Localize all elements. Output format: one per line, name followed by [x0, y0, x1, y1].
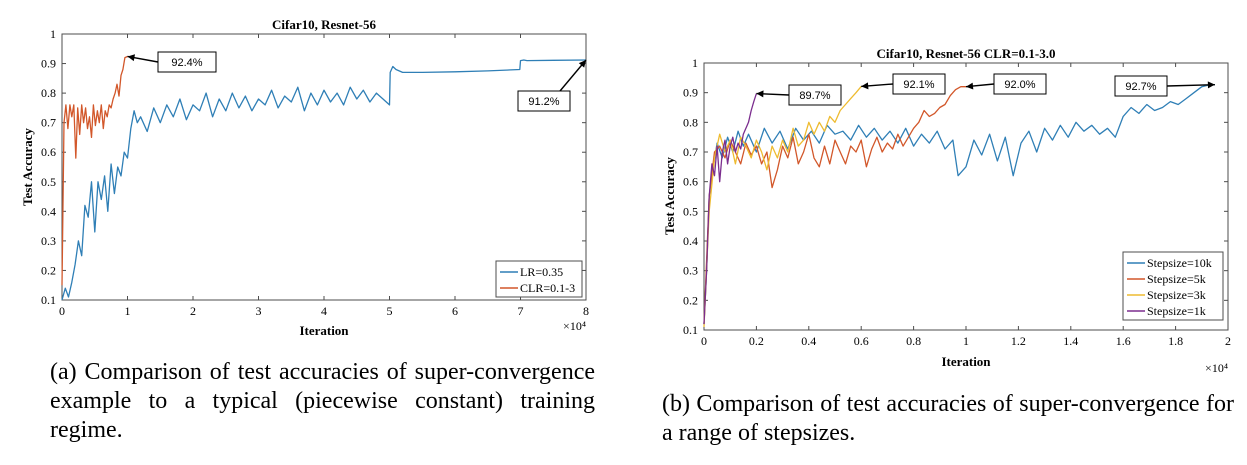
- chart-b-annotation-label: 92.1%: [903, 79, 934, 91]
- chart-b-xtick-label: 0.6: [854, 334, 869, 348]
- chart-a-plot-area: [61, 33, 587, 301]
- chart-b-annotation-arrowhead: [1207, 81, 1215, 89]
- chart-a-title: Cifar10, Resnet-56: [272, 17, 376, 32]
- chart-a-series-line-1: [61, 59, 587, 301]
- chart-a-xtick-label: 1: [125, 304, 131, 318]
- chart-b-series-line-3: [703, 85, 862, 328]
- chart-a-ticks: 0 1 2 3 4 5 6 7 8 0.1 0.2 0.3 0.4 0.5 0.6 0.7 0.8 0.9 1: [41, 27, 589, 318]
- chart-b-xtick-label: 1.6: [1116, 334, 1131, 348]
- chart-b-annotation-label: 92.0%: [1004, 79, 1035, 91]
- chart-b-annotations: 89.7% 92.1% 92.0% 92.7%: [756, 73, 1215, 106]
- chart-a-ytick-label: 0.8: [41, 86, 56, 100]
- chart-b-annotation-box: [1114, 75, 1168, 97]
- chart-a-xtick-label: 0: [59, 304, 65, 318]
- chart-a-legend-label: LR=0.35: [520, 265, 563, 279]
- chart-a-xtick-label: 8: [583, 304, 589, 318]
- chart-b-annotation-box: [993, 73, 1047, 95]
- chart-a-annotations: 92.4% 91.2%: [127, 51, 587, 112]
- chart-b-series-line-4: [703, 93, 758, 325]
- chart-b-annotation-arrow: [965, 83, 995, 88]
- chart-a-frame: [61, 33, 587, 301]
- chart-a-series-line-2: [61, 55, 128, 286]
- chart-b-xtick-label: 1.4: [1063, 334, 1078, 348]
- chart-b-ytick-label: 0.7: [683, 145, 698, 159]
- chart-b-series-line-1: [703, 84, 1215, 325]
- chart-b-ytick-label: 0.2: [683, 293, 698, 307]
- caption-b: (b) Comparison of test accuracies of sup…: [662, 391, 1234, 446]
- chart-a-ytick-label: 0.7: [41, 116, 56, 130]
- chart-b-xlabel: Iteration: [941, 354, 991, 369]
- chart-a-ytick-label: 0.9: [41, 57, 56, 71]
- chart-b-legend-label: Stepsize=10k: [1147, 256, 1212, 270]
- chart-b-ytick-label: 0.1: [683, 323, 698, 337]
- chart-b-annotation-box: [788, 84, 842, 106]
- chart-a-xtick-label: 4: [321, 304, 327, 318]
- chart-a-xlabel: Iteration: [299, 323, 349, 338]
- chart-b-xtick-label: 1.2: [1011, 334, 1026, 348]
- chart-b-xtick-label: 0.2: [749, 334, 764, 348]
- chart-b-x-multiplier: ×10⁴: [1205, 361, 1228, 375]
- chart-b-xtick-label: 2: [1225, 334, 1231, 348]
- chart-b-legend-label: Stepsize=3k: [1147, 288, 1206, 302]
- chart-a-xtick-label: 2: [190, 304, 196, 318]
- chart-a-annotation-box: [517, 90, 571, 112]
- chart-b-annotation-arrow: [861, 83, 894, 88]
- chart-b-legend-box: [1122, 251, 1224, 321]
- chart-a: Cifar10, Resnet-56 Iteration Test Accura…: [20, 17, 589, 338]
- chart-a-legend: LR=0.35 CLR=0.1-3: [495, 260, 583, 298]
- chart-b-lines: [703, 84, 1215, 328]
- chart-b-legend: Stepsize=10k Stepsize=5k Stepsize=3k Stepsi…: [1122, 251, 1224, 321]
- chart-a-ylabel: Test Accuracy: [20, 128, 35, 206]
- chart-b-annotation-label: 89.7%: [799, 90, 830, 102]
- chart-b-annotation-arrow: [1166, 83, 1215, 87]
- chart-a-xtick-label: 6: [452, 304, 458, 318]
- chart-a-annotation-arrowhead: [578, 60, 586, 68]
- chart-a-ytick-label: 0.1: [41, 293, 56, 307]
- chart-a-ytick-label: 1: [50, 27, 56, 41]
- chart-b-title: Cifar10, Resnet-56 CLR=0.1-3.0: [877, 46, 1056, 61]
- chart-b-annotation-arrowhead: [861, 82, 869, 90]
- caption-a: (a) Comparison of test accuracies of sup…: [50, 359, 595, 443]
- chart-a-ytick-label: 0.5: [41, 175, 56, 189]
- chart-b-legend-label: Stepsize=1k: [1147, 304, 1206, 318]
- chart-a-legend-label: CLR=0.1-3: [520, 281, 575, 295]
- chart-b-plot-area: [703, 62, 1229, 331]
- chart-b-legend-label: Stepsize=5k: [1147, 272, 1206, 286]
- chart-b-ytick-label: 1: [692, 56, 698, 70]
- chart-a-x-multiplier: ×10⁴: [563, 319, 586, 333]
- chart-a-ytick-label: 0.4: [41, 204, 56, 218]
- chart-a-annotation-label: 91.2%: [528, 96, 559, 108]
- chart-b-ytick-label: 0.8: [683, 115, 698, 129]
- chart-a-ytick-label: 0.6: [41, 145, 56, 159]
- chart-b-annotation-arrow: [756, 92, 790, 96]
- chart-b-xtick-label: 0: [701, 334, 707, 348]
- chart-b-ytick-label: 0.4: [683, 234, 698, 248]
- chart-b-xtick-label: 1: [963, 334, 969, 348]
- chart-a-annotation-label: 92.4%: [171, 57, 202, 69]
- chart-b-xtick-label: 1.8: [1168, 334, 1183, 348]
- chart-b-ytick-label: 0.3: [683, 264, 698, 278]
- chart-b-xtick-label: 0.8: [906, 334, 921, 348]
- chart-a-legend-box: [495, 260, 583, 298]
- chart-b-annotation-box: [892, 73, 946, 95]
- chart-b-series-line-2: [703, 86, 966, 325]
- chart-b-annotation-arrowhead: [966, 82, 974, 90]
- chart-b-ytick-label: 0.6: [683, 175, 698, 189]
- chart-b-ylabel: Test Accuracy: [662, 157, 677, 235]
- chart-b-xtick-label: 0.4: [801, 334, 816, 348]
- chart-a-xtick-label: 5: [387, 304, 393, 318]
- chart-a-ytick-label: 0.3: [41, 234, 56, 248]
- chart-a-lines: [61, 55, 587, 301]
- chart-a-ytick-label: 0.2: [41, 263, 56, 277]
- chart-a-xtick-label: 7: [518, 304, 524, 318]
- chart-b-ytick-label: 0.5: [683, 204, 698, 218]
- chart-b-ytick-label: 0.9: [683, 86, 698, 100]
- chart-b-annotation-arrowhead: [756, 90, 764, 98]
- chart-b-ticks: 0 0.2 0.4 0.6 0.8 1 1.2 1.4 1.6 1.8 2 0.1 0.2 0.3 0.4 0…: [683, 56, 1231, 348]
- chart-a-xtick-label: 3: [256, 304, 262, 318]
- chart-b-annotation-label: 92.7%: [1125, 81, 1156, 93]
- chart-a-annotation-arrowhead: [127, 54, 136, 62]
